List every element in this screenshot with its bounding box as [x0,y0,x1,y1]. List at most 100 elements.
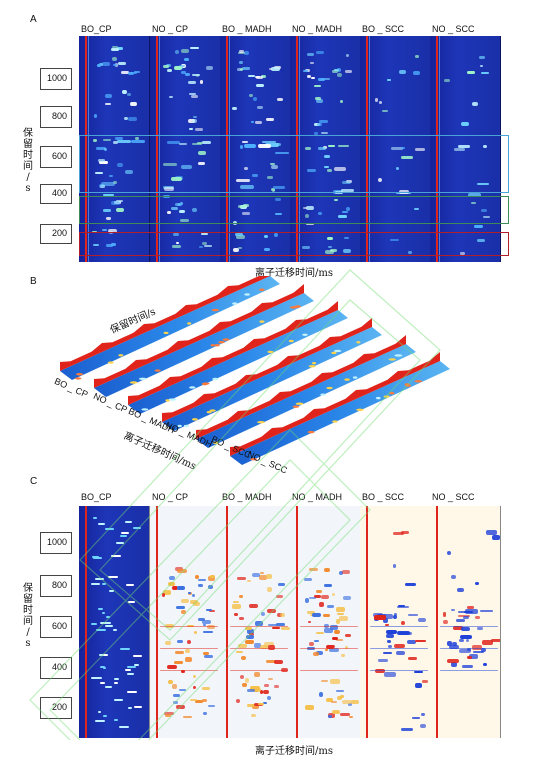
peak [189,386,196,389]
y-tick-1000: 1000 [46,73,67,83]
peak [394,354,403,357]
peak [308,365,316,368]
peak [288,339,294,343]
peak [344,378,350,381]
column-label-2: NO _ CP [152,24,189,34]
c-y-tick-200: 200 [51,702,67,712]
ridge-1 [60,276,270,371]
peak [267,350,274,354]
peak [191,418,198,421]
peak [332,420,338,423]
column-label-5: BO _ SCC [362,492,405,502]
sheet-3 [128,310,348,414]
panel-c-y-axis-label: 保 留 时 间 / s [23,583,33,649]
sheet-1 [60,276,280,380]
column-label-3: BO _ MADH [222,492,272,502]
column-label-6: NO _ SCC [432,24,475,34]
difference-pane-6 [430,506,501,738]
peak [213,441,219,444]
panel-b-letter: B [30,276,37,287]
peak [292,405,300,408]
difference-pane-2 [150,506,221,738]
y-tick-200: 200 [51,228,67,238]
peak [154,369,161,372]
peak [383,395,390,398]
sheet-2 [94,293,314,397]
peak [258,288,265,291]
difference-pane-1 [79,506,150,738]
peak [212,377,219,381]
difference-pane-4 [290,506,361,738]
c-y-tick-800: 800 [51,580,67,590]
heatmap-pane-2 [150,36,221,262]
peak [389,392,395,395]
highlight-box-top [79,135,509,193]
difference-pane-5 [360,506,431,738]
column-label-5: BO _ SCC [362,24,405,34]
highlight-box-bottom [79,232,509,256]
peak [311,361,317,365]
y-tick-400: 400 [51,188,67,198]
column-label-1: BO_CP [81,492,112,502]
peak [259,320,265,323]
panel-a-letter: A [30,14,37,25]
peak [141,408,149,411]
peak [232,302,238,305]
difference-pane-3 [220,506,291,738]
highlight-box-middle [79,196,509,224]
peak [333,349,342,353]
panel-c-letter: C [30,476,38,487]
peak [168,398,177,401]
c-y-tick-400: 400 [51,662,67,672]
heatmap-pane-1 [79,36,150,262]
ridge-2 [94,284,304,388]
peak [218,340,225,344]
peak [307,430,315,434]
peak [206,410,212,414]
peak [75,373,83,376]
peak [320,393,326,396]
sheet-5 [196,344,416,448]
column-label-1: BO_CP [81,24,112,34]
sheet-4 [162,327,382,431]
peak [202,382,210,385]
peak [326,386,333,390]
panel-b-3d-plot [60,276,450,465]
column-label-2: NO _ CP [152,492,189,502]
peak [138,377,147,381]
peak [214,344,220,347]
peak [375,396,381,400]
peak [257,421,265,424]
peak [129,381,138,384]
peak [388,358,396,361]
panel-a-y-axis-label: 保 留 时 间 / s [23,128,33,194]
column-label-4: NO _ MADH [292,24,343,34]
ridge-6 [230,352,440,456]
peak [209,409,216,412]
peak [74,377,82,380]
ridge-5 [196,335,406,439]
peak [107,361,114,364]
y-tick-600: 600 [51,151,67,161]
peak [352,376,358,379]
peak [222,338,230,341]
peak [289,306,298,309]
peak [244,293,251,296]
panel-c-x-axis-label: 离子迁移时间/ms [255,746,333,757]
peak [414,380,423,383]
column-label-6: NO _ SCC [432,492,475,502]
ridge-4 [162,318,372,422]
heatmap-pane-6 [430,36,501,262]
heatmap-pane-5 [360,36,431,262]
sheet-6 [230,361,450,465]
peak [187,322,192,325]
peak [163,331,169,335]
peak [250,457,257,461]
heatmap-pane-3 [220,36,291,262]
peak [211,308,220,312]
column-label-3: BO _ MADH [222,24,272,34]
peak [165,399,170,402]
peak [331,351,337,355]
peak [210,344,215,347]
ridge-3 [128,301,338,405]
